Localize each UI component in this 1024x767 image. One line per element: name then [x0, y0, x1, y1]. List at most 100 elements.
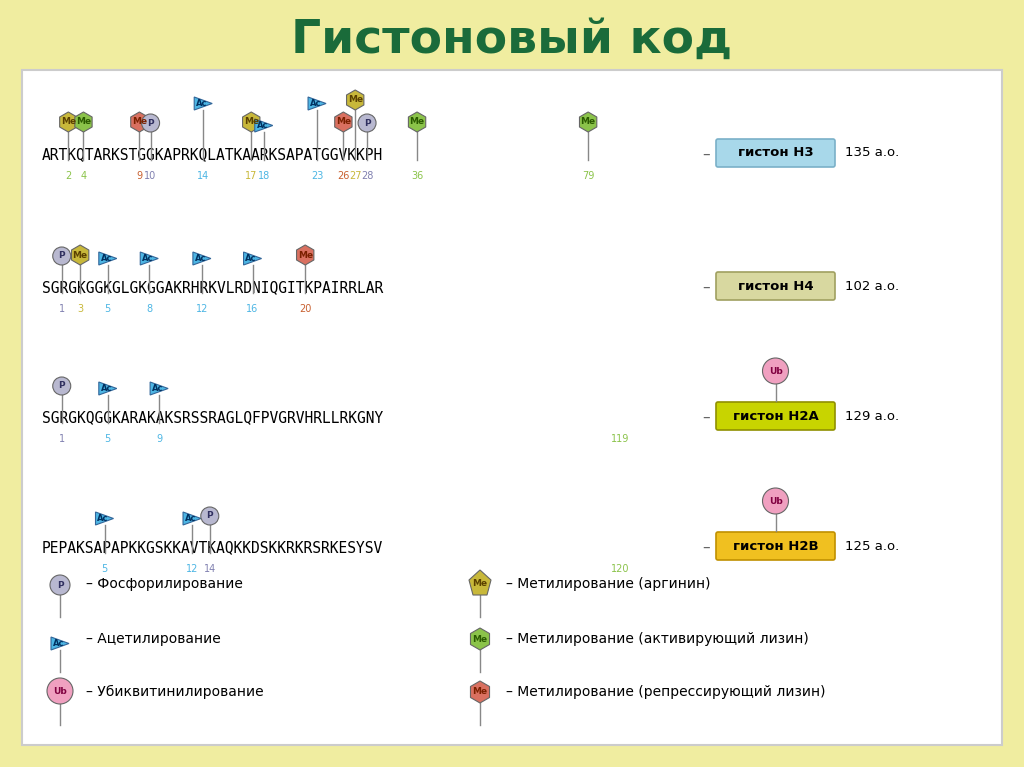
Text: Ub: Ub — [53, 686, 67, 696]
Text: – Ацетилирование: – Ацетилирование — [86, 632, 221, 646]
Text: Me: Me — [336, 117, 351, 127]
Circle shape — [50, 575, 70, 595]
Text: 12: 12 — [196, 304, 208, 314]
Text: 119: 119 — [610, 434, 629, 444]
Text: 1: 1 — [58, 304, 65, 314]
FancyBboxPatch shape — [716, 139, 835, 167]
Text: Me: Me — [581, 117, 596, 127]
Text: 17: 17 — [245, 171, 257, 181]
Text: –: – — [702, 539, 710, 555]
Polygon shape — [580, 112, 597, 132]
Polygon shape — [470, 681, 489, 703]
Polygon shape — [193, 252, 211, 265]
Polygon shape — [98, 382, 117, 395]
Text: Ac: Ac — [185, 514, 197, 523]
Text: Me: Me — [347, 96, 362, 104]
Circle shape — [763, 358, 788, 384]
Text: Ac: Ac — [310, 99, 322, 108]
Polygon shape — [151, 382, 168, 395]
Text: 20: 20 — [299, 304, 311, 314]
Polygon shape — [255, 119, 272, 132]
Text: Me: Me — [244, 117, 259, 127]
Text: Ac: Ac — [257, 121, 268, 130]
Text: Ub: Ub — [769, 367, 782, 376]
Text: – Убиквитинилирование: – Убиквитинилирование — [86, 685, 263, 699]
Text: 120: 120 — [610, 564, 629, 574]
Text: 135 а.о.: 135 а.о. — [845, 146, 899, 160]
Text: 79: 79 — [582, 171, 594, 181]
Text: SGRGKGGKGLGKGGAKRHRKVLRDNIQGITKPAIRRLAR: SGRGKGGKGLGKGGAKRHRKVLRDNIQGITKPAIRRLAR — [42, 280, 383, 295]
Text: – Метилирование (репрессирующий лизин): – Метилирование (репрессирующий лизин) — [506, 685, 825, 699]
Polygon shape — [131, 112, 148, 132]
Polygon shape — [469, 570, 490, 595]
Text: гистон H2A: гистон H2A — [732, 410, 818, 423]
Text: 5: 5 — [101, 564, 108, 574]
Text: Ac: Ac — [152, 384, 164, 393]
Text: 26: 26 — [337, 171, 349, 181]
Polygon shape — [75, 112, 92, 132]
Text: Гистоновый код: Гистоновый код — [292, 18, 732, 62]
Text: Me: Me — [60, 117, 76, 127]
FancyBboxPatch shape — [22, 70, 1002, 745]
Polygon shape — [308, 97, 326, 110]
Text: 9: 9 — [136, 171, 142, 181]
Circle shape — [141, 114, 160, 132]
Polygon shape — [72, 245, 89, 265]
Polygon shape — [98, 252, 117, 265]
Text: Me: Me — [298, 251, 312, 259]
FancyBboxPatch shape — [716, 272, 835, 300]
Circle shape — [763, 488, 788, 514]
Text: 10: 10 — [144, 171, 157, 181]
Text: гистон H3: гистон H3 — [737, 146, 813, 160]
Circle shape — [47, 678, 73, 704]
Text: Ac: Ac — [196, 99, 208, 108]
Text: 16: 16 — [247, 304, 259, 314]
Text: гистон H2B: гистон H2B — [733, 539, 818, 552]
Polygon shape — [195, 97, 212, 110]
Text: Ac: Ac — [100, 384, 112, 393]
Polygon shape — [140, 252, 159, 265]
Text: гистон H4: гистон H4 — [737, 279, 813, 292]
Text: 27: 27 — [349, 171, 361, 181]
Text: 8: 8 — [146, 304, 153, 314]
Text: 9: 9 — [156, 434, 162, 444]
Text: 14: 14 — [197, 171, 209, 181]
Text: 36: 36 — [411, 171, 423, 181]
Polygon shape — [183, 512, 201, 525]
Text: 1: 1 — [58, 434, 65, 444]
Text: Me: Me — [76, 117, 91, 127]
Circle shape — [201, 507, 219, 525]
Text: P: P — [58, 381, 66, 390]
Text: 3: 3 — [77, 304, 83, 314]
Circle shape — [53, 377, 71, 395]
Text: –: – — [702, 146, 710, 162]
Text: Ub: Ub — [769, 496, 782, 505]
Polygon shape — [470, 628, 489, 650]
Text: –: – — [702, 410, 710, 424]
Text: 14: 14 — [204, 564, 216, 574]
Text: 5: 5 — [104, 304, 111, 314]
Polygon shape — [95, 512, 114, 525]
Text: Me: Me — [472, 687, 487, 696]
Text: SGRGKQGGKARAKAKSRSSRAGLQFPVGRVHRLLRKGNY: SGRGKQGGKARAKAKSRSSRAGLQFPVGRVHRLLRKGNY — [42, 410, 383, 425]
Circle shape — [358, 114, 376, 132]
Text: P: P — [58, 252, 66, 261]
Polygon shape — [409, 112, 426, 132]
Polygon shape — [244, 252, 261, 265]
Text: 129 а.о.: 129 а.о. — [845, 410, 899, 423]
FancyBboxPatch shape — [716, 402, 835, 430]
FancyBboxPatch shape — [716, 532, 835, 560]
Polygon shape — [335, 112, 352, 132]
Text: Ac: Ac — [53, 639, 65, 648]
Text: Ac: Ac — [97, 514, 109, 523]
Text: 18: 18 — [258, 171, 270, 181]
Text: Me: Me — [73, 251, 88, 259]
Text: – Метилирование (активирующий лизин): – Метилирование (активирующий лизин) — [506, 632, 809, 646]
Text: Me: Me — [410, 117, 425, 127]
Text: –: – — [702, 279, 710, 295]
Text: – Метилирование (аргинин): – Метилирование (аргинин) — [506, 577, 711, 591]
Text: P: P — [56, 581, 63, 590]
Text: PEPAKSAPAPKKGSKKAVTKAQKKDSKKRKRSRKESYSV: PEPAKSAPAPKKGSKKAVTKAQKKDSKKRKRSRKESYSV — [42, 540, 383, 555]
Text: 2: 2 — [66, 171, 72, 181]
Text: 5: 5 — [104, 434, 111, 444]
